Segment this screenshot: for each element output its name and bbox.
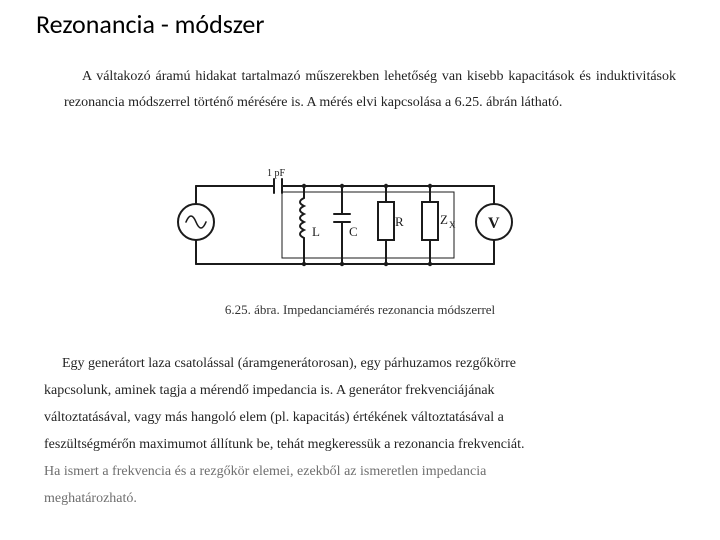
label-r: R (395, 214, 404, 229)
para2-line6: meghatározható. (44, 491, 137, 506)
figure-caption: 6.25. ábra. Impedanciamérés rezonancia m… (0, 302, 720, 318)
label-v: V (488, 215, 500, 232)
label-zx-sub: X (449, 220, 456, 230)
para1-text: A váltakozó áramú hidakat tartalmazó műs… (64, 69, 676, 110)
paragraph-2: Egy generátort laza csatolással (áramgen… (44, 350, 676, 512)
para2-line1: Egy generátort laza csatolással (áramgen… (62, 356, 516, 371)
label-l: L (312, 224, 320, 239)
label-c: C (349, 224, 358, 239)
para2-line4: feszültségmérőn maximumot állítunk be, t… (44, 437, 524, 452)
circuit-diagram: 1 pF L C R Z X V (164, 164, 544, 286)
paragraph-1: A váltakozó áramú hidakat tartalmazó műs… (64, 64, 676, 116)
para2-line2: kapcsolunk, aminek tagja a mérendő imped… (44, 383, 495, 398)
para2-line5: Ha ismert a frekvencia és a rezgőkör ele… (44, 464, 486, 479)
page-title: Rezonancia - módszer (36, 8, 264, 40)
label-zx: Z (440, 212, 448, 227)
label-cap-top: 1 pF (267, 168, 286, 179)
para2-line3: változtatásával, vagy más hangoló elem (… (44, 410, 504, 425)
